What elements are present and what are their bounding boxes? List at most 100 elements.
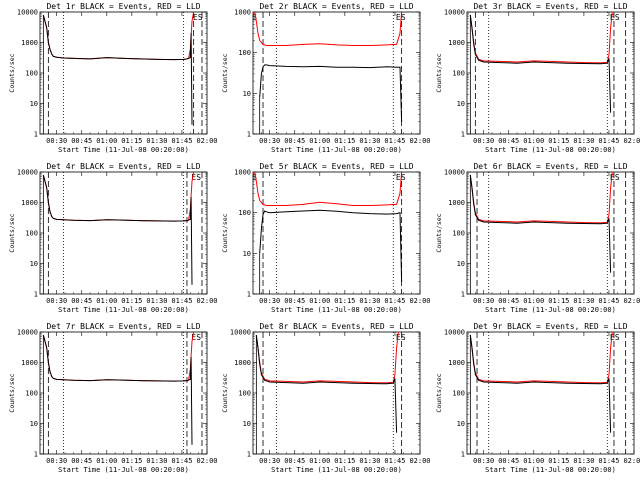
x-tick-label: 01:15 (121, 297, 142, 305)
y-axis-label: Counts/sec (435, 373, 443, 412)
x-tick-label: 01:15 (121, 457, 142, 465)
y-axis-label: Counts/sec (221, 213, 229, 252)
event-marker-s: S (401, 13, 406, 22)
series-lld-line (469, 11, 613, 64)
y-tick-label: 100 (452, 70, 465, 78)
y-tick-label: 10 (30, 260, 38, 268)
x-axis-label: Start Time (11-Jul-08 00:20:00) (58, 466, 189, 474)
event-marker-s: S (252, 13, 257, 22)
panel-title: Det 2r BLACK = Events, RED = LLD (259, 2, 413, 11)
y-tick-label: 100 (25, 390, 38, 398)
x-tick-label: 00:30 (473, 457, 494, 465)
y-tick-label: 1000 (448, 39, 465, 47)
y-axis-label: Counts/sec (435, 213, 443, 252)
y-tick-label: 10000 (444, 329, 465, 337)
x-tick-label: 00:45 (71, 457, 92, 465)
x-tick-label: 01:15 (121, 137, 142, 145)
x-tick-label: 01:00 (523, 297, 544, 305)
panel-title: Det 4r BLACK = Events, RED = LLD (46, 162, 200, 171)
x-tick-label: 00:45 (498, 457, 519, 465)
y-axis-label: Counts/sec (8, 213, 16, 252)
x-tick-label: 01:45 (598, 137, 619, 145)
x-tick-label: 01:45 (384, 297, 405, 305)
y-axis-label: Counts/sec (435, 53, 443, 92)
x-tick-label: 00:45 (284, 137, 305, 145)
x-axis-label: Start Time (11-Jul-08 00:20:00) (485, 466, 616, 474)
event-marker-e: E (610, 173, 615, 182)
series-lld-line (42, 11, 195, 61)
x-tick-label: 01:00 (523, 137, 544, 145)
x-tick-label: 01:30 (146, 297, 167, 305)
panel-title: Det 7r BLACK = Events, RED = LLD (46, 322, 200, 331)
plot-frame (39, 11, 208, 135)
x-tick-label: 00:30 (259, 457, 280, 465)
series-lld-line (469, 331, 613, 384)
x-tick-label: 00:30 (259, 137, 280, 145)
x-tick-label: 01:30 (573, 297, 594, 305)
event-marker-e: E (610, 333, 615, 342)
series-events-line (259, 64, 403, 122)
x-tick-label: 02:00 (409, 297, 430, 305)
x-tick-label: 00:45 (498, 297, 519, 305)
y-tick-label: 1 (247, 451, 251, 459)
panel-title: Det 8r BLACK = Events, RED = LLD (259, 322, 413, 331)
x-tick-label: 02:00 (623, 457, 640, 465)
x-tick-label: 01:30 (573, 457, 594, 465)
y-axis-label: Counts/sec (8, 373, 16, 412)
y-tick-label: 1 (461, 291, 465, 299)
panel-2: Det 2r BLACK = Events, RED = LLD 1 10 100 10… (221, 2, 431, 154)
series-events-line (255, 334, 398, 433)
y-tick-label: 1000 (234, 169, 251, 177)
event-marker-s: S (196, 333, 201, 342)
x-tick-label: 01:00 (523, 457, 544, 465)
x-tick-label: 01:15 (548, 297, 569, 305)
x-tick-label: 01:00 (96, 457, 117, 465)
x-tick-label: 01:15 (334, 297, 355, 305)
y-tick-label: 10000 (17, 329, 38, 337)
y-tick-label: 1000 (21, 39, 38, 47)
y-tick-label: 10 (243, 420, 251, 428)
series-lld-line (254, 11, 403, 46)
panel-4: Det 4r BLACK = Events, RED = LLD 1 10 100 10… (8, 162, 218, 314)
panel-title: Det 3r BLACK = Events, RED = LLD (473, 2, 627, 11)
y-tick-label: 100 (25, 230, 38, 238)
series-lld-line (255, 331, 399, 384)
x-tick-label: 01:15 (548, 457, 569, 465)
y-tick-label: 10000 (17, 169, 38, 177)
plot-frame (39, 331, 208, 455)
x-tick-label: 01:30 (359, 457, 380, 465)
x-tick-label: 00:30 (46, 297, 67, 305)
x-tick-label: 00:45 (498, 137, 519, 145)
y-tick-label: 1 (34, 451, 38, 459)
plot-frame (252, 171, 421, 295)
series-events-line (469, 14, 612, 113)
x-tick-label: 02:00 (409, 137, 430, 145)
x-tick-label: 01:30 (573, 137, 594, 145)
y-tick-label: 1 (34, 131, 38, 139)
event-marker-s: S (401, 173, 406, 182)
series-events-line (42, 14, 193, 125)
x-tick-label: 02:00 (409, 457, 430, 465)
event-marker-s: S (401, 333, 406, 342)
x-tick-label: 01:45 (384, 137, 405, 145)
x-tick-label: 01:30 (359, 137, 380, 145)
x-tick-label: 00:45 (71, 297, 92, 305)
plot-frame (39, 171, 208, 295)
y-tick-label: 1 (461, 131, 465, 139)
y-tick-label: 1000 (448, 359, 465, 367)
y-tick-label: 1 (34, 291, 38, 299)
x-tick-label: 00:45 (284, 297, 305, 305)
y-tick-label: 1000 (21, 359, 38, 367)
y-tick-label: 10000 (444, 169, 465, 177)
series-events-line (42, 334, 193, 445)
x-axis-label: Start Time (11-Jul-08 00:20:00) (485, 306, 616, 314)
y-tick-label: 100 (452, 230, 465, 238)
y-tick-label: 10 (457, 260, 465, 268)
y-tick-label: 10000 (444, 9, 465, 17)
y-tick-label: 10 (30, 100, 38, 108)
y-axis-label: Counts/sec (221, 373, 229, 412)
x-axis-label: Start Time (11-Jul-08 00:20:00) (58, 306, 189, 314)
panel-8: Det 8r BLACK = Events, RED = LLD 1 10 100 10… (221, 322, 431, 474)
y-tick-label: 100 (452, 390, 465, 398)
x-tick-label: 01:00 (96, 297, 117, 305)
